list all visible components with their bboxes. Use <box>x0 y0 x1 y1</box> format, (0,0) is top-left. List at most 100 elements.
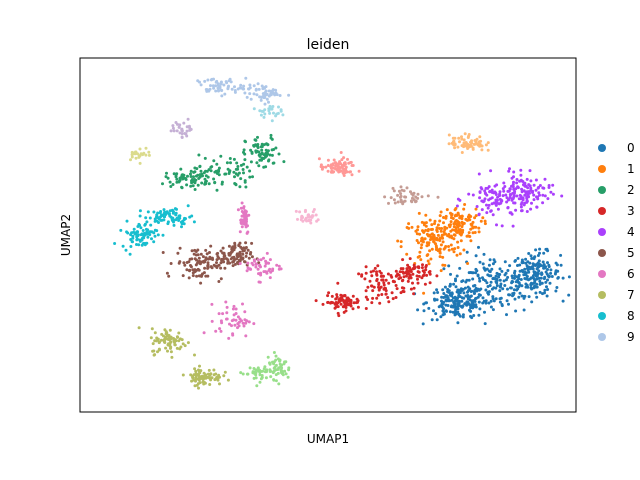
point <box>269 375 273 379</box>
legend-marker <box>598 270 606 278</box>
point <box>277 105 280 109</box>
point <box>404 195 408 199</box>
point <box>412 286 416 290</box>
point <box>467 213 471 217</box>
point <box>488 270 492 274</box>
point <box>205 252 209 256</box>
point <box>269 133 273 137</box>
point <box>229 80 233 84</box>
point <box>156 233 160 237</box>
point <box>225 317 229 321</box>
point <box>334 164 338 168</box>
point <box>439 229 443 233</box>
point <box>256 146 260 150</box>
cluster-2-points <box>161 133 286 192</box>
point <box>427 306 431 310</box>
point <box>206 261 210 265</box>
point <box>179 167 183 171</box>
point <box>418 250 422 254</box>
point <box>233 262 237 266</box>
point <box>409 268 413 272</box>
point <box>177 331 181 335</box>
point <box>567 293 571 297</box>
point <box>424 224 428 228</box>
point <box>396 239 400 243</box>
point <box>182 261 186 265</box>
point <box>537 191 541 195</box>
legend-label: 0 <box>627 141 635 155</box>
point <box>506 287 509 291</box>
cluster-11-points <box>317 151 361 177</box>
point <box>399 245 403 249</box>
point <box>424 228 428 232</box>
point <box>492 299 496 303</box>
point <box>498 192 502 196</box>
point <box>229 161 232 165</box>
point <box>277 382 281 386</box>
point <box>284 372 288 376</box>
point <box>419 258 423 262</box>
point <box>485 193 489 197</box>
point <box>432 240 436 244</box>
point <box>155 213 159 217</box>
point <box>402 275 406 279</box>
points-layer <box>113 76 571 390</box>
point <box>245 269 249 273</box>
point <box>143 222 147 226</box>
point <box>519 194 523 198</box>
point <box>244 241 248 245</box>
point <box>529 186 533 190</box>
point <box>335 293 339 297</box>
point <box>366 298 370 301</box>
point <box>438 251 442 255</box>
point <box>430 318 434 322</box>
point <box>511 224 515 228</box>
point <box>518 263 522 267</box>
point <box>351 164 355 167</box>
point <box>459 239 463 243</box>
point <box>210 256 214 260</box>
point <box>372 269 375 273</box>
point <box>543 266 547 270</box>
point <box>339 169 343 173</box>
point <box>216 376 220 380</box>
point <box>498 289 502 293</box>
point <box>535 205 539 209</box>
point <box>242 249 246 253</box>
point <box>500 199 504 203</box>
point <box>243 158 247 162</box>
point <box>252 144 256 148</box>
legend-label: 8 <box>627 309 635 323</box>
point <box>425 273 429 277</box>
point <box>448 310 452 314</box>
point <box>440 234 444 238</box>
point <box>545 285 548 289</box>
point <box>194 376 198 380</box>
point <box>219 329 223 333</box>
point <box>232 170 236 174</box>
point <box>507 293 511 297</box>
point <box>144 227 148 231</box>
cluster-10-points <box>239 351 291 388</box>
point <box>167 274 171 278</box>
point <box>265 97 269 101</box>
point <box>299 218 303 222</box>
point <box>527 278 530 282</box>
point <box>137 154 141 158</box>
point <box>398 270 402 274</box>
point <box>467 234 470 238</box>
point <box>332 158 336 162</box>
point <box>239 83 243 87</box>
point <box>478 277 481 280</box>
point <box>477 300 481 304</box>
point <box>194 374 198 378</box>
point <box>321 302 325 306</box>
point <box>210 319 214 323</box>
point <box>231 333 235 337</box>
point <box>515 178 519 181</box>
point <box>204 179 208 183</box>
point <box>333 306 337 310</box>
point <box>405 274 408 278</box>
point <box>450 247 454 251</box>
point <box>168 335 171 339</box>
